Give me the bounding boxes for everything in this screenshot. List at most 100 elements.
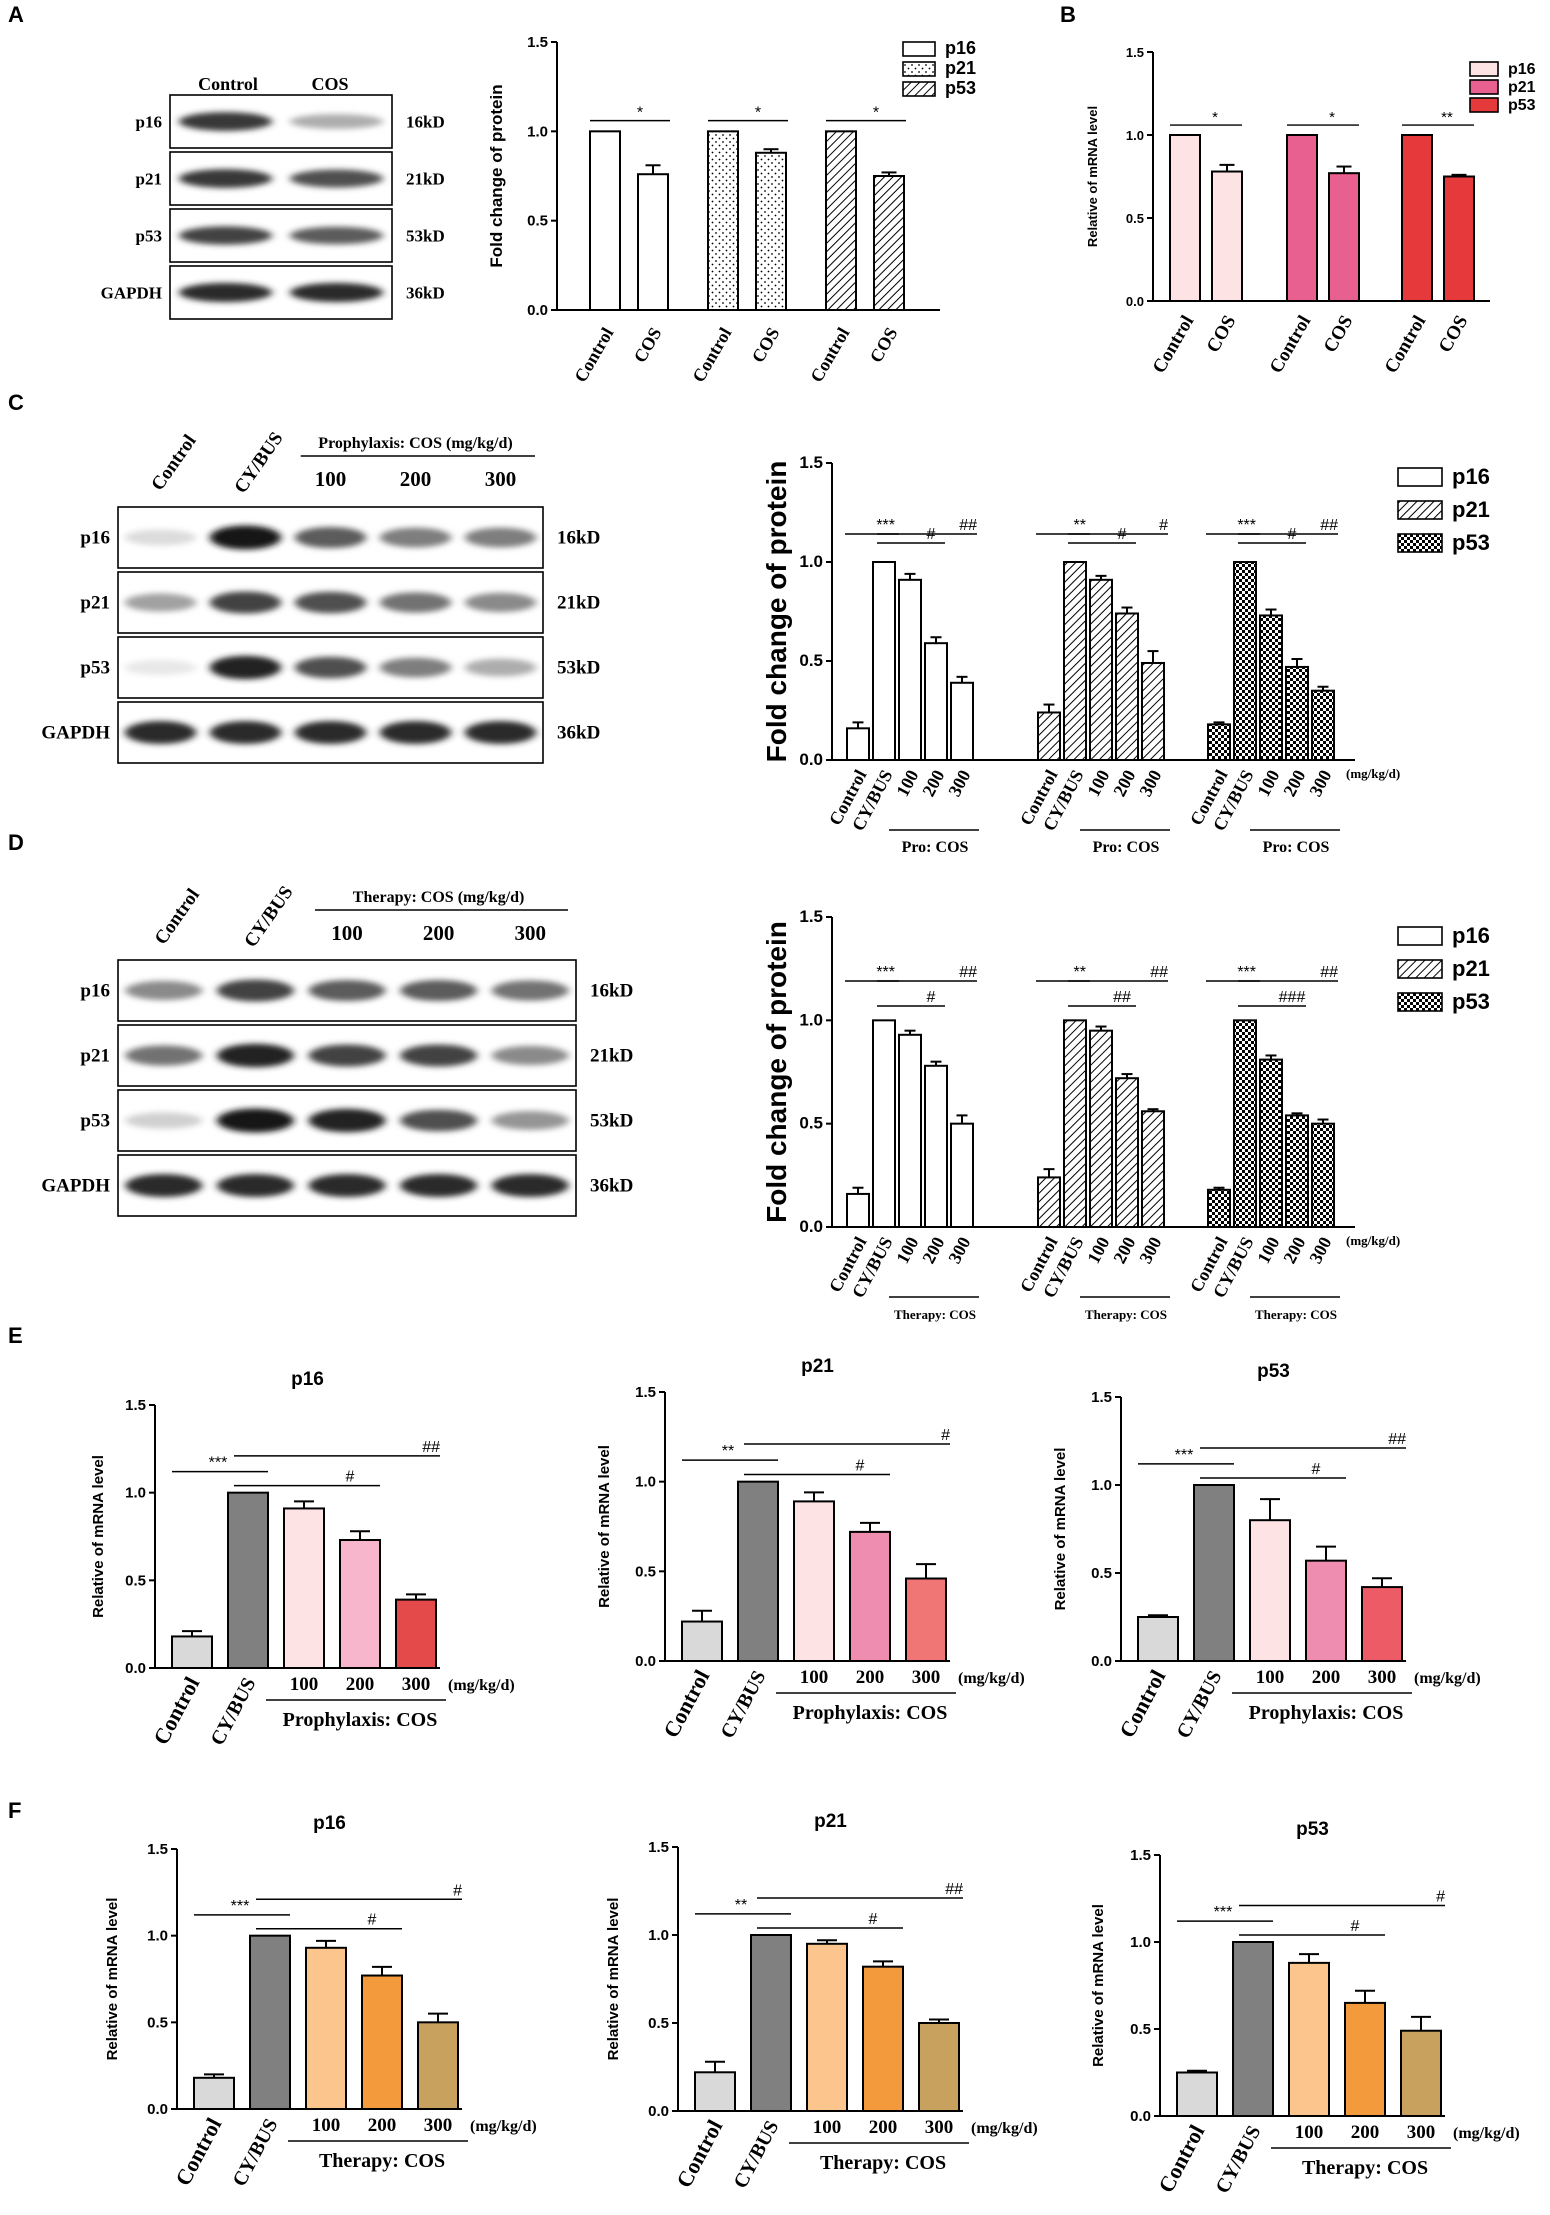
significance-label: ** xyxy=(1074,964,1086,981)
x-tick-label: 100 xyxy=(892,1233,922,1266)
bar-200 xyxy=(1305,1559,1347,1663)
unit-label: (mg/kg/d) xyxy=(470,2118,537,2135)
bar-CY/BUS xyxy=(227,1491,269,1669)
x-tick-label: 200 xyxy=(918,1233,948,1266)
dose-label: 100 xyxy=(331,921,363,945)
lane-label: Control xyxy=(147,431,200,495)
significance-label: ## xyxy=(1113,989,1131,1006)
chart-B: 0.0 0.5 1.0 1.5 Relative of mRNA level Contro… xyxy=(1085,45,1536,377)
significance-label: * xyxy=(637,105,643,122)
legend-swatch xyxy=(1469,61,1499,77)
kd-label: 16kD xyxy=(406,113,445,132)
y-tick-label: 1.0 xyxy=(125,1485,146,1502)
bar-p53-Control xyxy=(1207,723,1231,761)
bar-p16-Control xyxy=(1169,134,1201,302)
x-tick-label: COS xyxy=(866,324,902,366)
bar-100 xyxy=(305,1946,347,2111)
group-label: Therapy: COS xyxy=(1255,1307,1337,1322)
x-tick-label: 300 xyxy=(912,1667,941,1688)
blot-band xyxy=(294,720,367,745)
kd-label: 21kD xyxy=(590,1046,633,1067)
legend-swatch xyxy=(902,81,936,97)
legend-swatch xyxy=(1397,926,1443,946)
y-tick-label: 1.0 xyxy=(1130,1934,1151,1951)
legend-label: p53 xyxy=(1508,97,1536,114)
y-tick-label: 1.5 xyxy=(799,907,823,926)
bar-p53-Control xyxy=(1207,1188,1231,1229)
x-tick-label: 200 xyxy=(1109,1233,1139,1266)
bar-Control xyxy=(171,1635,213,1669)
blot-band xyxy=(308,979,386,1002)
bar-100 xyxy=(1249,1519,1291,1662)
y-tick-label: 0.5 xyxy=(1130,2021,1151,2038)
blot-band xyxy=(379,720,452,745)
blot-band xyxy=(125,1173,203,1198)
bar-p53-300 xyxy=(1311,689,1335,762)
bar-p53-Control xyxy=(825,130,857,311)
blot-band xyxy=(400,1109,478,1132)
chart-F3: 0.0 0.5 1.0 1.5 Relative of mRNA level p53 Con… xyxy=(1090,1819,1520,2197)
unit-label: (mg/kg/d) xyxy=(1453,2125,1520,2142)
chart-title: p53 xyxy=(1257,1361,1290,1382)
blot-band xyxy=(124,720,197,745)
unit-label: (mg/kg/d) xyxy=(448,1677,515,1694)
y-tick-label: 0.0 xyxy=(1130,2108,1151,2125)
protein-label-p53: p53 xyxy=(80,1111,110,1132)
bar-p16-Control xyxy=(846,1192,870,1229)
kd-label: 36kD xyxy=(590,1176,633,1197)
y-tick-label: 1.5 xyxy=(1091,1389,1112,1406)
bar-p16-Control xyxy=(589,130,621,311)
blot-band xyxy=(216,1043,294,1068)
blot-band xyxy=(178,226,273,245)
bar-p53-COS xyxy=(873,175,905,311)
x-tick-label: Control xyxy=(1266,312,1316,377)
blot-band xyxy=(379,592,452,613)
y-tick-label: 0.5 xyxy=(147,2014,168,2031)
x-tick-label: COS xyxy=(1435,312,1473,356)
bar-p16-COS xyxy=(637,173,669,311)
x-tick-label: COS xyxy=(1203,312,1241,356)
x-tick-label: CY/BUS xyxy=(730,2117,784,2192)
y-tick-label: 1.0 xyxy=(147,1928,168,1945)
bar-CY/BUS xyxy=(1232,1941,1274,2117)
bar-p21-CY/BUS xyxy=(1063,1019,1087,1228)
bar-p53-CY/BUS xyxy=(1233,561,1257,761)
bar-p16-COS xyxy=(1211,170,1243,302)
x-tick-label: Control xyxy=(170,2114,226,2190)
legend-label: p21 xyxy=(945,58,976,78)
bar-CY/BUS xyxy=(737,1480,779,1662)
significance-label: ## xyxy=(945,1881,963,1898)
x-tick-label: 300 xyxy=(944,766,974,799)
significance-label: ** xyxy=(1441,109,1453,126)
legend-label: p16 xyxy=(1508,61,1536,78)
unit-label: (mg/kg/d) xyxy=(971,2120,1038,2137)
bar-200 xyxy=(339,1539,381,1670)
bar-p16-Control xyxy=(846,727,870,762)
significance-label: # xyxy=(927,989,936,1006)
bar-100 xyxy=(793,1500,835,1662)
y-tick-label: 0.5 xyxy=(125,1572,146,1589)
blot-band xyxy=(216,1173,294,1198)
legend-swatch xyxy=(1397,500,1443,520)
chart-title: p16 xyxy=(291,1369,324,1390)
bar-CY/BUS xyxy=(750,1934,792,2112)
blot-band xyxy=(308,1044,386,1067)
chart-E1: 0.0 0.5 1.0 1.5 Relative of mRNA level p16 Con… xyxy=(90,1369,515,1749)
x-tick-label: 200 xyxy=(1312,1667,1341,1688)
y-tick-label: 0.0 xyxy=(147,2101,168,2118)
y-axis-label: Relative of mRNA level xyxy=(596,1445,613,1608)
legend-label: p21 xyxy=(1452,956,1490,981)
kd-label: 53kD xyxy=(557,658,600,679)
y-axis-label: Fold change of protein xyxy=(487,84,506,267)
y-tick-label: 1.5 xyxy=(527,34,548,51)
x-tick-label: 300 xyxy=(424,2115,453,2136)
bar-p16-100 xyxy=(898,578,922,761)
x-tick-label: 100 xyxy=(1253,766,1283,799)
y-tick-label: 1.5 xyxy=(147,1841,168,1858)
panel-letter-A: A xyxy=(8,2,24,27)
blot-band xyxy=(464,720,537,745)
legend-label: p16 xyxy=(945,38,976,58)
blot-band xyxy=(400,1173,478,1198)
blot-band xyxy=(209,591,282,614)
legend-label: p53 xyxy=(1452,530,1490,555)
